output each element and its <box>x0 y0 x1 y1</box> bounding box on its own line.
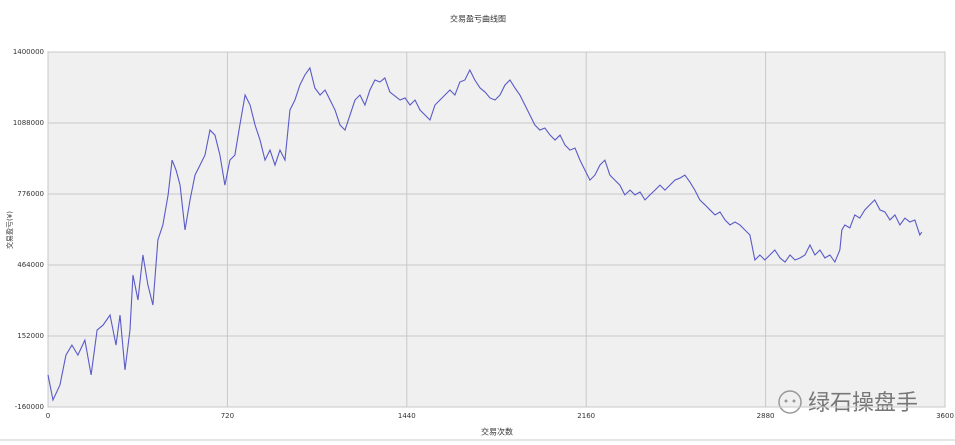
x-tick-label: 720 <box>221 412 234 420</box>
y-tick-label: -160000 <box>15 403 44 411</box>
y-axis-label: 交易盈亏(¥) <box>5 211 14 249</box>
x-tick-label: 0 <box>46 412 50 420</box>
x-tick-label: 3600 <box>936 412 954 420</box>
y-tick-label: 464000 <box>17 261 44 269</box>
y-tick-label: 776000 <box>17 190 44 198</box>
x-tick-label: 2160 <box>577 412 595 420</box>
watermark: 绿石操盘手 <box>808 391 918 416</box>
y-tick-label: 1400000 <box>13 48 44 56</box>
x-axis-label: 交易次数 <box>481 427 513 437</box>
chart-title: 交易盈亏曲线图 <box>450 14 506 24</box>
y-tick-label: 1088000 <box>13 119 44 127</box>
watermark-logo <box>778 390 802 414</box>
y-tick-label: 152000 <box>17 332 44 340</box>
plot-area <box>47 51 946 408</box>
x-tick-label: 2880 <box>757 412 775 420</box>
data-line <box>47 66 923 402</box>
x-tick-label: 1440 <box>398 412 416 420</box>
